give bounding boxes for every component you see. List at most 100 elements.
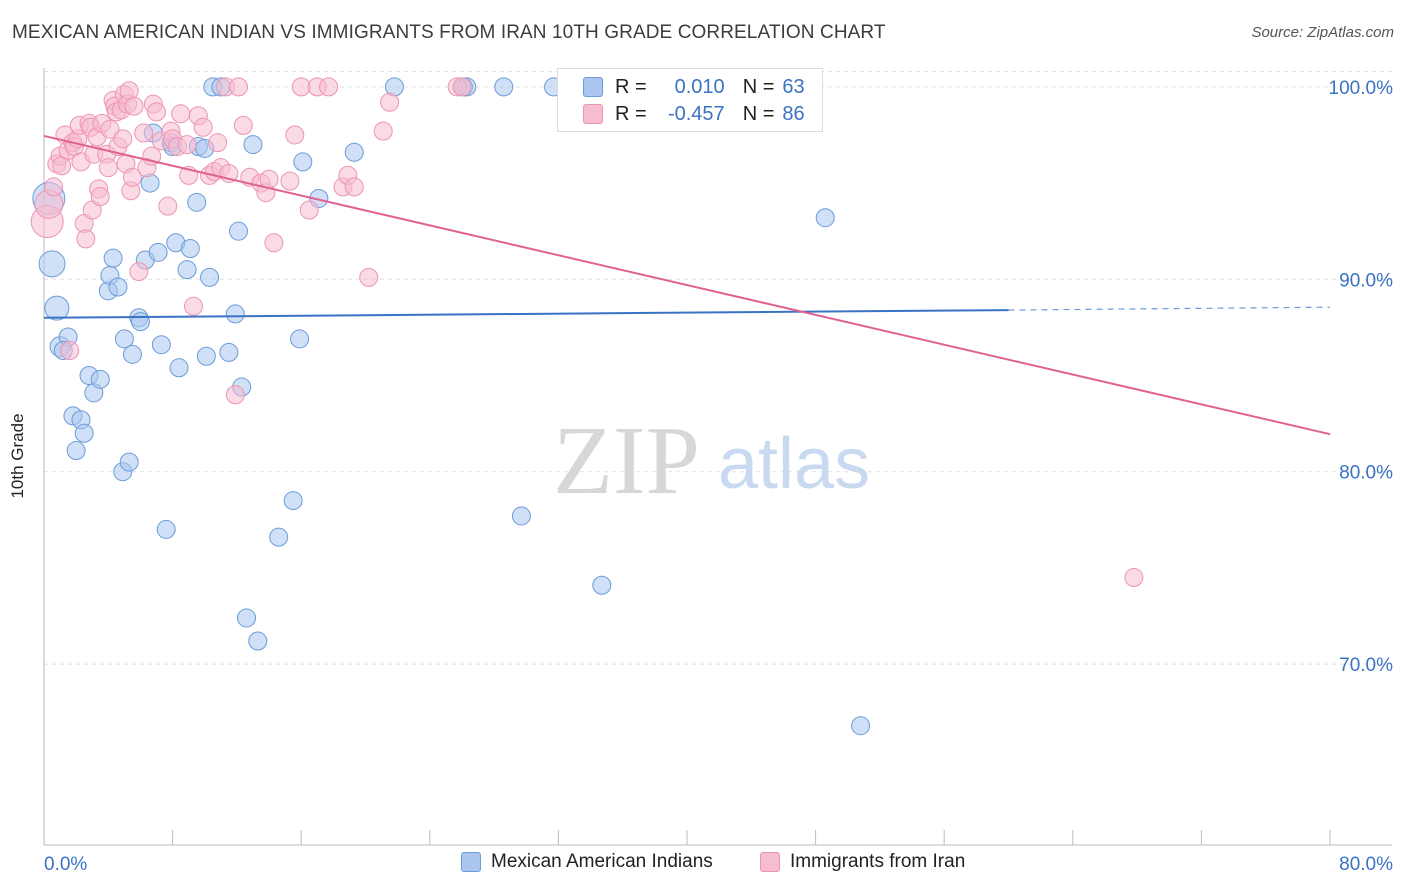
legend-r-value-pink: -0.457 — [667, 102, 725, 125]
data-point — [44, 295, 70, 321]
data-point — [60, 340, 80, 360]
data-point — [130, 312, 150, 332]
trend-line-blue — [43, 309, 1009, 319]
data-point — [187, 192, 207, 212]
trend-line-pink — [43, 134, 1331, 436]
data-point — [291, 77, 311, 97]
legend-row-pink: R = -0.457 N = 86 — [558, 101, 805, 127]
legend-item-mexican-american-indians: Mexican American Indians — [461, 851, 713, 873]
data-point — [592, 575, 612, 595]
legend-n-label: N = — [742, 102, 775, 125]
data-point — [299, 200, 319, 220]
y-tick-label: 70.0% — [1339, 655, 1393, 676]
data-point — [66, 441, 86, 461]
data-point — [169, 358, 189, 378]
data-point — [108, 277, 128, 297]
data-point — [156, 519, 176, 539]
data-point — [183, 296, 203, 316]
legend-swatch-pink — [583, 104, 603, 124]
legend-r-value-blue: 0.010 — [674, 75, 725, 98]
data-point — [319, 77, 339, 97]
legend-label-blue: Mexican American Indians — [491, 851, 713, 872]
legend-swatch-blue — [461, 852, 481, 872]
data-point — [344, 177, 364, 197]
data-point — [122, 167, 142, 187]
legend-row-blue: R = 0.010 N = 63 — [558, 74, 805, 100]
legend-item-immigrants-from-iran: Immigrants from Iran — [760, 851, 965, 873]
data-point — [171, 104, 191, 124]
data-point — [114, 329, 134, 349]
y-axis-label: 10th Grade — [8, 413, 27, 499]
data-point — [359, 267, 379, 287]
data-point — [103, 248, 123, 268]
data-point — [122, 344, 142, 364]
data-point — [148, 242, 168, 262]
data-point — [134, 123, 154, 143]
data-point — [44, 177, 64, 197]
legend-n-value-pink: 86 — [782, 102, 805, 125]
data-point — [90, 369, 110, 389]
data-point — [283, 491, 303, 511]
chart-title: MEXICAN AMERICAN INDIAN VS IMMIGRANTS FR… — [12, 22, 886, 43]
data-point — [119, 452, 139, 472]
data-point — [140, 173, 160, 193]
data-point — [373, 121, 393, 141]
data-point — [147, 102, 167, 122]
source-label: Source: ZipAtlas.com — [1251, 24, 1394, 41]
legend-swatch-pink — [760, 852, 780, 872]
watermark-zip: ZIP — [553, 407, 700, 515]
data-point — [452, 77, 472, 97]
legend-label-pink: Immigrants from Iran — [790, 851, 966, 872]
legend-r-label: R = — [615, 102, 647, 125]
legend-n-label: N = — [742, 75, 775, 98]
data-point — [225, 385, 245, 405]
data-point — [285, 125, 305, 145]
data-point — [177, 260, 197, 280]
data-point — [100, 119, 120, 139]
data-point — [293, 152, 313, 172]
data-point — [380, 92, 400, 112]
data-point — [158, 196, 178, 216]
data-point — [264, 233, 284, 253]
data-point — [344, 142, 364, 162]
legend-swatch-blue — [583, 77, 603, 97]
data-point — [208, 133, 228, 153]
gridlines — [44, 70, 1392, 665]
data-point — [193, 117, 213, 137]
data-point — [237, 608, 257, 628]
data-point — [129, 262, 149, 282]
data-point — [225, 304, 245, 324]
x-tick-label-max: 80.0% — [1339, 854, 1393, 875]
data-point — [124, 96, 144, 116]
data-point — [243, 135, 263, 155]
trend-line-blue-extension — [1008, 306, 1331, 311]
data-point — [229, 221, 249, 241]
data-point — [229, 77, 249, 97]
data-point — [259, 169, 279, 189]
data-point — [219, 342, 239, 362]
data-point — [269, 527, 289, 547]
series-mexican-american-indians — [32, 77, 871, 736]
data-point — [815, 208, 835, 228]
data-point — [511, 506, 531, 526]
data-point — [233, 115, 253, 135]
data-point — [177, 135, 197, 155]
data-point — [290, 329, 310, 349]
data-point — [76, 229, 96, 249]
data-point — [151, 335, 171, 355]
data-point — [180, 238, 200, 258]
y-tick-label: 100.0% — [1329, 78, 1394, 99]
trend-lines — [43, 134, 1331, 436]
data-point — [851, 716, 871, 736]
data-point — [280, 171, 300, 191]
tick-labels: 70.0% 80.0% 90.0% 100.0% 0.0% 80.0% — [44, 78, 1393, 875]
data-point — [494, 77, 514, 97]
legend-n-value-blue: 63 — [782, 75, 805, 98]
correlation-legend: R = 0.010 N = 63 R = -0.457 N = 86 — [557, 68, 823, 132]
data-point — [38, 250, 66, 278]
y-tick-label: 90.0% — [1339, 270, 1393, 291]
data-point — [196, 346, 216, 366]
y-tick-label: 80.0% — [1339, 463, 1393, 484]
x-tick-label-min: 0.0% — [44, 854, 87, 875]
